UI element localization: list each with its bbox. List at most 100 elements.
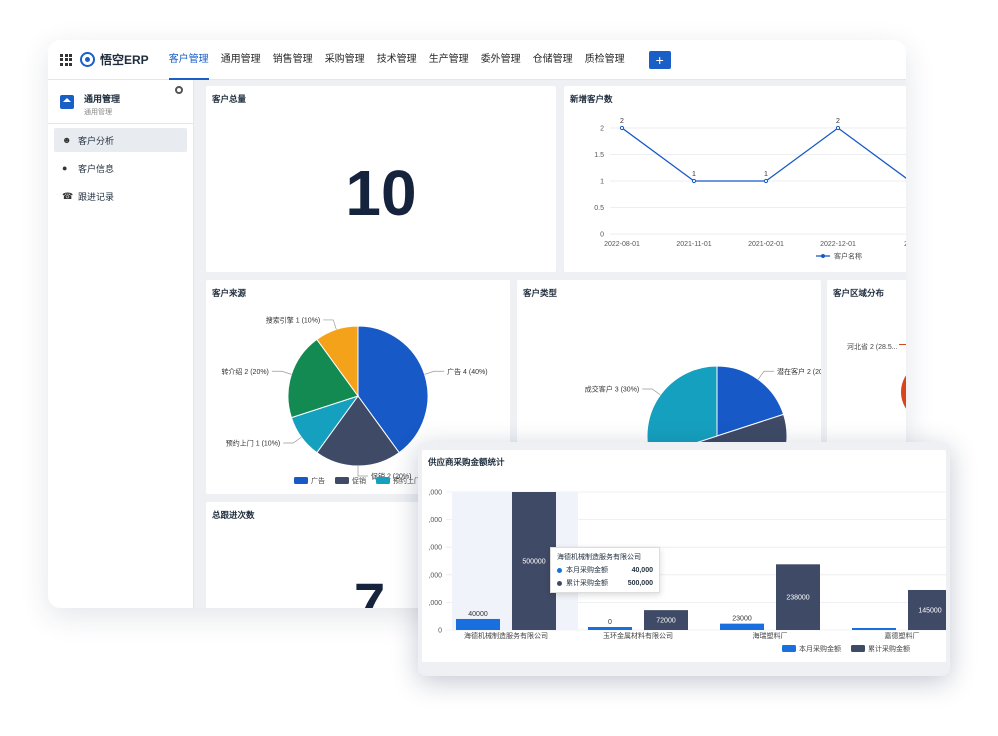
data-point [619, 125, 625, 131]
label-leader [757, 370, 775, 380]
bar [456, 618, 500, 630]
card-title: 客户类型 [523, 288, 558, 298]
bar-label: 40000 [468, 611, 488, 618]
sidebar-title: 通用管理 [84, 94, 121, 104]
sidebar-item-customer-info[interactable]: ● 客户信息 [54, 156, 187, 180]
sidebar-item-customer-analysis[interactable]: ☻ 客户分析 [54, 128, 187, 152]
gear-icon[interactable] [175, 86, 183, 94]
data-label: 1 [764, 171, 768, 178]
data-label: 2 [620, 118, 624, 125]
y-tick-label: ,000 [428, 490, 442, 497]
x-tick-label: 海德机械制造服务有限公司 [464, 631, 548, 640]
sidebar-header: 通用管理 通用管理 [48, 80, 193, 124]
app-grid-icon[interactable] [60, 53, 72, 66]
y-tick-label: 2 [600, 126, 604, 133]
card-title: 总跟进次数 [212, 510, 255, 520]
logo-icon [80, 52, 95, 67]
data-point [691, 178, 697, 184]
chart-title: 供应商采购金额统计 [427, 457, 505, 467]
nav-warehouse[interactable]: 仓储管理 [532, 53, 573, 65]
slice-label: 促销 2 (20%) [371, 472, 411, 481]
bar [720, 623, 764, 630]
tooltip-value: 40,000 [631, 566, 653, 574]
tooltip-title: 海德机械制造服务有限公司 [557, 554, 641, 561]
new-customers-card: 新增客户数 0 0.5 1 1.5 2 2022-08-01 2021-11-01 2021-… [564, 86, 906, 272]
x-tick-label: 玉环金属材料有限公司 [603, 631, 673, 640]
sidebar-item-followup[interactable]: ☎ 跟进记录 [54, 184, 187, 208]
add-button[interactable]: + [648, 50, 671, 69]
y-tick-label: ,000 [428, 517, 442, 524]
bar [512, 492, 556, 630]
bar [644, 610, 688, 630]
card-title: 新增客户数 [570, 94, 613, 104]
total-customers-value: 10 [345, 157, 417, 229]
new-customers-line-chart: 0 0.5 1 1.5 2 2022-08-01 2021-11-01 2021-02-01 2… [594, 118, 906, 261]
legend-swatch [851, 645, 865, 652]
nav-outsource[interactable]: 委外管理 [480, 53, 521, 65]
supplier-chart-overlay: 供应商采购金额统计 0 ,000 ,000 ,000 ,000 ,000 40000 50000… [418, 442, 950, 676]
slice-label: 预约上门 1 (10%) [226, 439, 280, 448]
pie-slice [316, 395, 400, 467]
top-navbar: 悟空ERP 客户管理 通用管理 销售管理 采购管理 技术管理 生产管理 委外管理… [48, 40, 906, 80]
legend-label: 本月采购金额 [799, 644, 841, 653]
legend-label: 预约上门 [393, 476, 421, 485]
x-tick-label: 2022-12-01 [820, 241, 856, 248]
region-label: 河北省 2 (28.5... [847, 344, 898, 351]
tooltip-label: 本月采购金额 [566, 567, 608, 574]
sidebar-item-label: 跟进记录 [78, 191, 115, 202]
card-title: 客户来源 [212, 288, 247, 298]
x-tick-label: 2021-11-01 [676, 241, 711, 248]
data-label: 2 [836, 118, 840, 125]
supplier-purchase-card: 供应商采购金额统计 0 ,000 ,000 ,000 ,000 ,000 40000 50000… [422, 450, 946, 662]
chart-tooltip: 海德机械制造服务有限公司 本月采购金额 40,000 累计采购金额 500,00… [550, 547, 660, 593]
followups-value: 7 [354, 571, 386, 608]
slice-label: 广告 4 (40%) [447, 367, 487, 376]
nav-tech[interactable]: 技术管理 [376, 53, 417, 65]
data-label: 1 [692, 171, 696, 178]
label-leader [642, 388, 661, 396]
card-title: 客户区域分布 [833, 288, 885, 298]
phone-icon: ☎ [62, 190, 74, 201]
nav-general[interactable]: 通用管理 [220, 53, 261, 65]
nav-sales[interactable]: 销售管理 [272, 53, 313, 65]
nav-quality[interactable]: 质检管理 [584, 53, 625, 65]
sidebar-item-label: 客户分析 [78, 135, 115, 146]
bar [776, 564, 820, 630]
home-icon [60, 95, 74, 109]
sidebar-subtitle: 通用管理 [84, 109, 112, 116]
y-tick-label: ,000 [428, 572, 442, 579]
bar-label: 23000 [732, 616, 752, 623]
bar-label: 500000 [522, 559, 545, 566]
y-tick-label: 0.5 [594, 205, 604, 212]
legend-label: 客户名称 [834, 252, 862, 261]
legend-swatch [294, 477, 308, 484]
data-point [763, 178, 769, 184]
app-window: 悟空ERP 客户管理 通用管理 销售管理 采购管理 技术管理 生产管理 委外管理… [48, 40, 906, 608]
nav-purchase[interactable]: 采购管理 [324, 53, 365, 65]
label-leader [424, 370, 445, 375]
y-tick-label: 1.5 [594, 152, 604, 159]
legend-label: 促销 [352, 476, 366, 485]
y-tick-label: ,000 [428, 545, 442, 552]
legend-swatch [376, 477, 390, 484]
y-tick-label: 0 [438, 628, 442, 635]
bar-label: 0 [608, 619, 612, 626]
label-leader [283, 436, 302, 444]
label-leader [271, 370, 292, 375]
x-tick-label: 202 [904, 241, 906, 248]
pie-slice [316, 325, 359, 398]
bar-label: 145000 [918, 607, 941, 614]
nav-customer[interactable]: 客户管理 [168, 40, 209, 80]
slice-label: 转介绍 2 (20%) [221, 367, 268, 376]
region-label-line [899, 344, 906, 345]
slice-label: 成交客户 3 (30%) [585, 384, 639, 393]
x-tick-label: 2021-02-01 [748, 241, 784, 248]
bar-label: 72000 [656, 618, 676, 625]
nav-production[interactable]: 生产管理 [428, 53, 469, 65]
bar [852, 628, 896, 630]
legend-swatch [335, 477, 349, 484]
brand-name: 悟空ERP [100, 53, 149, 67]
data-point [835, 125, 841, 131]
tooltip-value: 500,000 [627, 579, 653, 587]
bar [908, 589, 946, 630]
